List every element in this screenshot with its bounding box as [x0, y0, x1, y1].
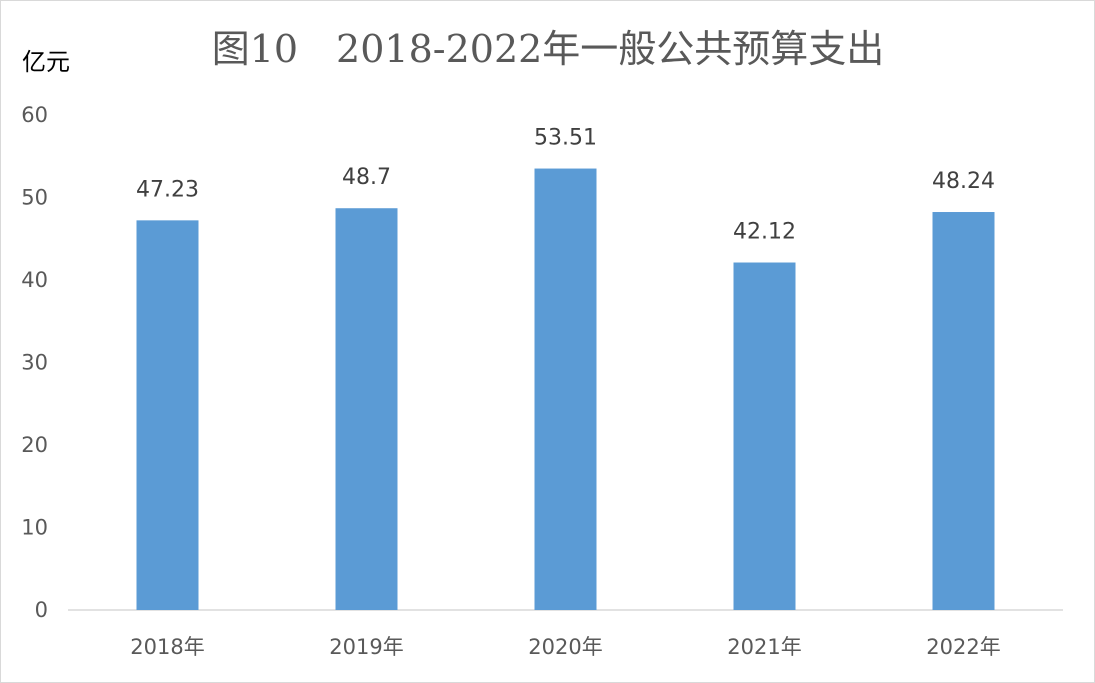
y-tick-label: 10	[21, 516, 48, 540]
data-label: 47.23	[136, 177, 199, 202]
y-axis-unit-label: 亿元	[22, 48, 70, 76]
bars	[136, 168, 995, 611]
y-tick-label: 50	[21, 186, 48, 210]
x-category-label: 2021年	[727, 635, 801, 659]
y-tick-label: 60	[21, 103, 48, 127]
bar	[335, 208, 398, 610]
x-category-label: 2020年	[528, 635, 602, 659]
bar	[136, 220, 199, 611]
y-tick-label: 20	[21, 433, 48, 457]
y-tick-label: 0	[35, 598, 48, 622]
data-label: 48.7	[342, 165, 391, 190]
data-labels: 47.23 48.7 53.51 42.12 48.24	[136, 126, 995, 245]
x-category-label: 2018年	[130, 635, 204, 659]
bar	[534, 168, 597, 611]
bar	[932, 212, 995, 610]
y-tick-label: 40	[21, 268, 48, 292]
y-axis-ticks: 0 10 20 30 40 50 60	[21, 103, 48, 622]
category-labels: 2018年 2019年 2020年 2021年 2022年	[130, 635, 1000, 659]
chart-title: 图10 2018-2022年一般公共预算支出	[212, 27, 885, 71]
y-tick-label: 30	[21, 351, 48, 375]
data-label: 42.12	[733, 220, 796, 245]
data-label: 53.51	[534, 126, 597, 151]
x-category-label: 2019年	[329, 635, 403, 659]
bar	[733, 262, 796, 610]
data-label: 48.24	[932, 169, 995, 194]
x-category-label: 2022年	[926, 635, 1000, 659]
